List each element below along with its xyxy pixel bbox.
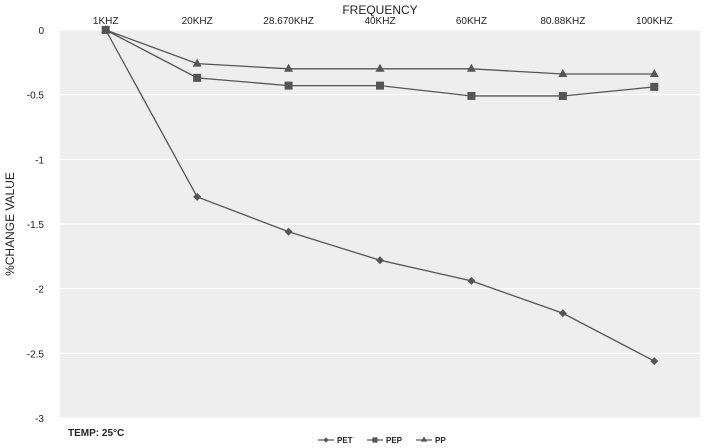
- y-tick-label: -2: [35, 285, 44, 296]
- data-point-triangle: [284, 63, 294, 72]
- series-pp: [101, 25, 659, 77]
- temperature-annotation: TEMP: 25°C: [68, 428, 124, 439]
- legend-label: PP: [435, 436, 446, 445]
- gridlines: [60, 29, 700, 419]
- data-point-square: [650, 82, 659, 91]
- data-point-triangle: [101, 25, 111, 33]
- y-tick-label: -3: [35, 414, 44, 425]
- data-point-square: [558, 91, 567, 100]
- x-axis-ticks: 1KHZ 20KHZ 28.670KHZ 40KHZ 60KHZ 80.88KHZ 100K…: [93, 16, 673, 27]
- x-tick-label: 28.670KHZ: [263, 16, 314, 27]
- legend-label: PEP: [386, 436, 403, 445]
- x-axis-title: FREQUENCY: [342, 3, 417, 17]
- data-point-triangle: [466, 63, 476, 72]
- legend-item-pep: PEP: [367, 436, 403, 445]
- y-tick-label: -1.5: [27, 220, 45, 231]
- x-tick-label: 100KHZ: [636, 16, 673, 27]
- y-tick-label: -1: [35, 155, 44, 166]
- legend-item-pet: PET: [318, 436, 353, 445]
- y-tick-label: -0.5: [27, 91, 45, 102]
- x-tick-label: 1KHZ: [93, 16, 119, 27]
- data-point-triangle: [192, 58, 202, 67]
- data-point-triangle: [420, 436, 428, 442]
- x-tick-label: 80.88KHZ: [540, 16, 585, 27]
- data-point-diamond: [284, 227, 293, 236]
- data-point-diamond: [467, 276, 476, 285]
- data-point-square: [467, 91, 476, 100]
- y-axis-ticks: 0 -0.5 -1 -1.5 -2 -2.5 -3: [27, 26, 45, 425]
- data-point-diamond: [558, 309, 567, 318]
- legend-label: PET: [337, 436, 353, 445]
- y-axis-title: %CHANGE VALUE: [3, 172, 17, 276]
- legend: PET PEP PP: [318, 436, 446, 445]
- data-point-square: [284, 81, 293, 90]
- data-point-square: [376, 81, 384, 90]
- data-point-diamond: [376, 256, 384, 265]
- data-point-triangle: [558, 68, 568, 77]
- data-point-triangle: [375, 63, 385, 72]
- y-tick-label: -2.5: [27, 349, 45, 360]
- data-point-diamond: [193, 192, 202, 201]
- series-lines: [101, 25, 659, 366]
- x-tick-label: 60KHZ: [456, 16, 487, 27]
- data-point-diamond: [650, 357, 659, 366]
- x-tick-label: 40KHZ: [364, 16, 395, 27]
- x-tick-label: 20KHZ: [182, 16, 213, 27]
- legend-item-pp: PP: [416, 436, 446, 445]
- data-point-diamond: [323, 437, 329, 443]
- y-tick-label: 0: [38, 26, 44, 37]
- data-point-triangle: [649, 68, 659, 77]
- data-point-square: [372, 437, 378, 443]
- data-point-square: [193, 73, 202, 82]
